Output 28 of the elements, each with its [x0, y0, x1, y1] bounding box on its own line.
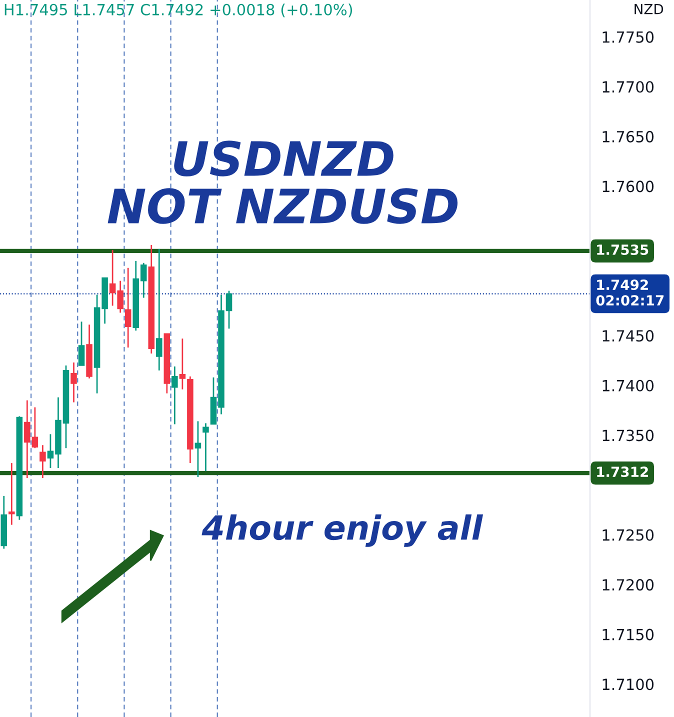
text: NZD — [634, 4, 664, 14]
ref-line-label: 1.7535 — [597, 244, 648, 255]
candlestick — [78, 320, 85, 366]
y-tick-label: 1.7450 — [602, 330, 654, 342]
y-tick-label: 1.7600 — [602, 180, 654, 192]
candlestick — [40, 444, 46, 479]
y-tick-label: 1.7150 — [602, 628, 654, 640]
ref-line-label: 1.7492 02:02:17 — [596, 280, 664, 306]
candlestick — [70, 362, 77, 404]
y-tick-label: 1.7650 — [602, 130, 654, 142]
y-tick-label: 1.7100 — [602, 678, 654, 690]
y-tick-label: 1.7750 — [602, 31, 654, 43]
candlestick — [179, 338, 186, 390]
ref-line-label: 1.7312 — [597, 466, 648, 478]
y-tick-label: 1.7250 — [602, 529, 654, 541]
candlestick — [156, 248, 162, 372]
candlestick — [202, 422, 209, 472]
candlestick — [194, 420, 202, 478]
candlestick — [8, 462, 15, 526]
y-tick-label: 1.7350 — [602, 430, 654, 442]
annotation: 4hour enjoy all — [202, 514, 484, 547]
y-tick-label: 1.7200 — [602, 579, 654, 591]
y-tick-label: 1.7700 — [602, 81, 654, 93]
annotation: H1.7495 L1.7457 C1.7492 +0.0018 (+0.10%) — [4, 4, 352, 18]
candlestick — [172, 366, 178, 425]
candlestick — [124, 267, 132, 348]
y-tick-label: 1.7400 — [602, 380, 654, 392]
text: USDNZD NOT NZDUSD — [108, 140, 458, 224]
